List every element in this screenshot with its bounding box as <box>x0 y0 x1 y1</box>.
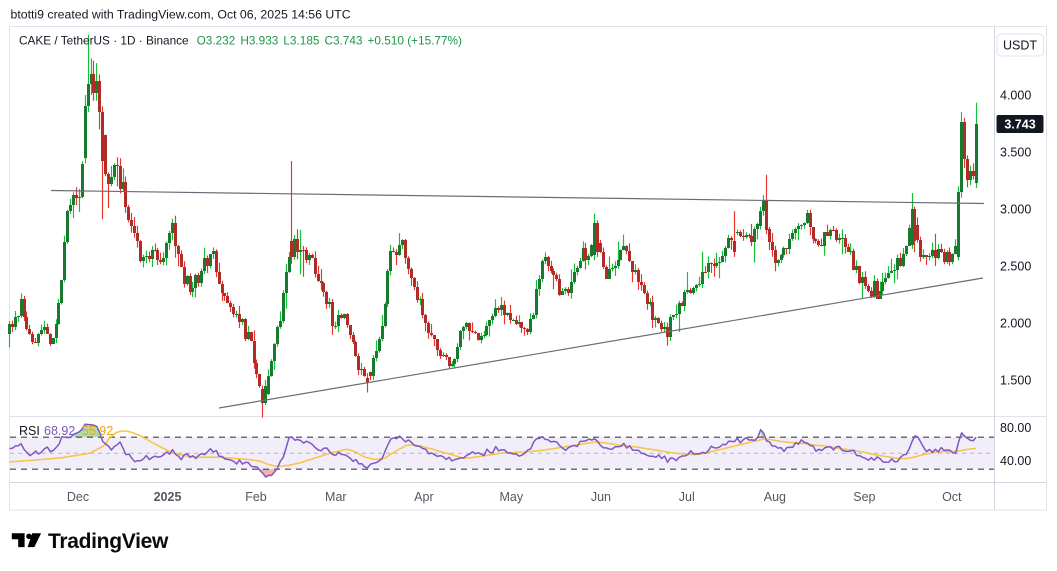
svg-text:68.92: 68.92 <box>44 424 75 438</box>
svg-text:55.92: 55.92 <box>82 424 113 438</box>
svg-text:btotti9 created with TradingVi: btotti9 created with TradingView.com, Oc… <box>11 8 351 22</box>
svg-text:May: May <box>499 490 523 504</box>
svg-text:RSI: RSI <box>19 424 40 438</box>
svg-text:Mar: Mar <box>325 490 347 504</box>
svg-text:3.500: 3.500 <box>1000 146 1031 160</box>
svg-text:3.000: 3.000 <box>1000 203 1031 217</box>
svg-text:2.500: 2.500 <box>1000 260 1031 274</box>
svg-text:1.500: 1.500 <box>1000 374 1031 388</box>
svg-text:Sep: Sep <box>853 490 875 504</box>
svg-text:4.000: 4.000 <box>1000 89 1031 103</box>
svg-text:Jul: Jul <box>679 490 695 504</box>
svg-text:2.000: 2.000 <box>1000 317 1031 331</box>
svg-text:40.00: 40.00 <box>1000 454 1031 468</box>
svg-text:2025: 2025 <box>154 490 182 504</box>
svg-text:Aug: Aug <box>764 490 786 504</box>
svg-text:Oct: Oct <box>942 490 962 504</box>
svg-text:CAKE / TetherUS · 1D · Binance: CAKE / TetherUS · 1D · Binance O3.232 H3.9… <box>19 34 462 48</box>
svg-text:3.743: 3.743 <box>1004 118 1035 132</box>
svg-text:80.00: 80.00 <box>1000 421 1031 435</box>
svg-text:Dec: Dec <box>67 490 89 504</box>
svg-text:Jun: Jun <box>591 490 611 504</box>
svg-text:USDT: USDT <box>1003 39 1037 53</box>
svg-text:Apr: Apr <box>414 490 433 504</box>
svg-text:TradingView: TradingView <box>48 530 169 553</box>
svg-text:Feb: Feb <box>245 490 267 504</box>
